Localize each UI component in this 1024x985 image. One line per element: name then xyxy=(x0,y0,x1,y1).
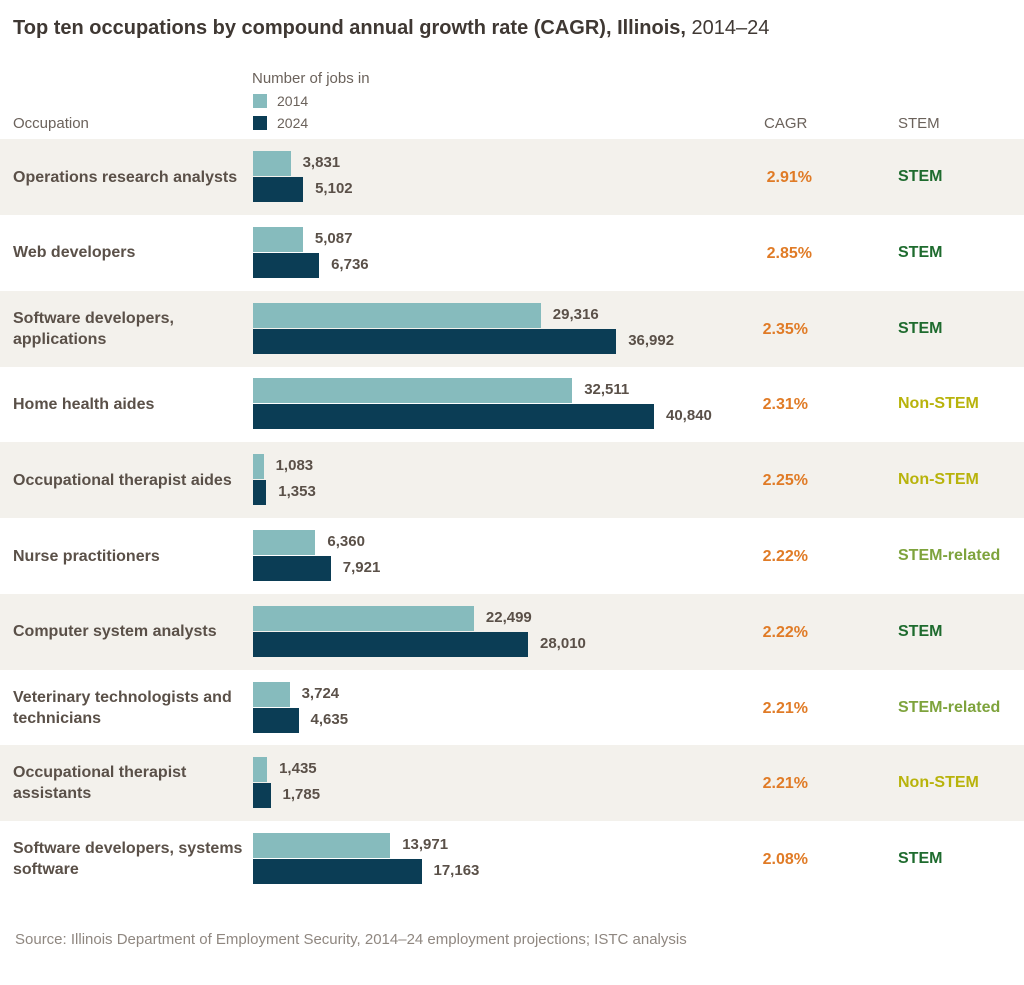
legend-swatch-2024 xyxy=(253,116,267,130)
bar-value-label-2014: 32,511 xyxy=(584,381,630,399)
bar-value-label-2024: 1,785 xyxy=(282,786,321,804)
table-row: Nurse practitioners 6,360 7,921 2.22% STEM-r… xyxy=(0,518,1024,594)
jobs-header: Number of jobs in xyxy=(252,70,370,87)
occupation-label: Software developers, applications xyxy=(13,309,174,348)
bar-value-label-2014: 1,435 xyxy=(279,760,317,778)
bar-value-label-2014: 6,360 xyxy=(327,533,365,550)
table-row: Occupational therapist assistants 1,435 1,… xyxy=(0,745,1024,822)
bar-value-label-2024: 6,736 xyxy=(331,255,369,273)
cagr-value: 2.31% xyxy=(762,396,808,414)
chart-title-main: Top ten occupations by compound annual g… xyxy=(13,17,686,39)
legend-swatch-2014 xyxy=(253,94,267,108)
chart-title-years: 2014–24 xyxy=(691,17,770,39)
bar-2024 xyxy=(253,783,271,809)
cagr-value: 2.22% xyxy=(762,623,808,641)
cagr-value: 2.21% xyxy=(762,699,808,717)
source-note: Source: Illinois Department of Employmen… xyxy=(15,931,687,948)
table-row: Occupational therapist aides 1,083 1,353 2.… xyxy=(0,442,1024,519)
bar-2014 xyxy=(253,681,290,707)
occupation-label: Web developers xyxy=(13,244,136,262)
bar-value-label-2014: 22,499 xyxy=(485,608,532,626)
cagr-value: 2.85% xyxy=(766,244,812,262)
occupation-label: Veterinary technologists and technicians xyxy=(13,688,232,727)
occupation-label: Operations research analysts xyxy=(13,168,238,186)
cagr-value: 2.22% xyxy=(762,548,808,565)
table-row: Operations research analysts 3,831 5,102 2.… xyxy=(0,139,1024,215)
bar-value-label-2014: 1,083 xyxy=(275,457,314,475)
stem-header: STEM xyxy=(898,115,940,132)
legend-label-2024: 2024 xyxy=(277,115,309,131)
occupation-label: Computer system analysts xyxy=(13,623,217,641)
cagr-value: 2.08% xyxy=(762,851,808,869)
bar-2024 xyxy=(253,404,654,430)
table-row: Software developers, systems software 13,… xyxy=(0,821,1024,897)
bar-value-label-2024: 7,921 xyxy=(342,559,381,576)
bar-2014 xyxy=(253,302,541,328)
bar-value-label-2024: 36,992 xyxy=(628,331,675,349)
stem-badge: STEM xyxy=(898,168,943,185)
occupation-label: Nurse practitioners xyxy=(13,547,160,565)
stem-badge: STEM-related xyxy=(898,547,1001,564)
stem-badge: STEM xyxy=(898,850,943,868)
cagr-value: 2.21% xyxy=(762,775,808,793)
stem-badge: STEM xyxy=(898,243,943,261)
stem-badge: Non-STEM xyxy=(898,774,979,792)
table-row: Computer system analysts 22,499 28,010 2.22… xyxy=(0,593,1024,670)
bar-2014 xyxy=(253,226,303,252)
bar-2024 xyxy=(253,556,331,581)
occupation-label: Home health aides xyxy=(13,395,155,413)
stem-badge: Non-STEM xyxy=(898,395,979,413)
bar-2014 xyxy=(253,378,573,404)
table-row: Software developers, applications 29,316 3… xyxy=(0,290,1024,367)
bar-value-label-2024: 4,635 xyxy=(310,710,349,728)
bar-value-label-2014: 5,087 xyxy=(314,229,353,247)
bar-2014 xyxy=(253,833,391,859)
bar-value-label-2024: 17,163 xyxy=(433,862,480,880)
bar-value-label-2024: 1,353 xyxy=(278,483,316,501)
table-row: Veterinary technologists and technicians… xyxy=(0,670,1024,746)
table-row: Web developers 5,087 6,736 2.85% STEM xyxy=(0,215,1024,291)
cagr-value: 2.91% xyxy=(766,169,812,186)
bar-value-label-2014: 13,971 xyxy=(402,836,449,854)
occupation-label: Occupational therapist aides xyxy=(13,471,232,489)
bar-2024 xyxy=(253,631,528,657)
bar-2024 xyxy=(253,707,299,733)
bar-2014 xyxy=(253,454,264,480)
stem-badge: STEM xyxy=(898,319,943,337)
stem-badge: Non-STEM xyxy=(898,471,979,489)
legend-label-2014: 2014 xyxy=(277,93,309,109)
occupation-label: Occupational therapist assistants xyxy=(13,764,187,803)
stem-badge: STEM xyxy=(898,622,943,640)
table-row: Home health aides 32,511 40,840 2.31% Non-ST… xyxy=(0,366,1024,442)
bar-2024 xyxy=(253,328,617,354)
cagr-value: 2.35% xyxy=(762,320,808,338)
bar-2014 xyxy=(253,605,474,631)
bar-2024 xyxy=(253,177,304,202)
cagr-header: CAGR xyxy=(764,115,808,132)
bar-value-label-2024: 28,010 xyxy=(540,634,586,652)
bar-2024 xyxy=(253,859,422,885)
bar-2014 xyxy=(253,530,316,555)
bar-2014 xyxy=(253,757,268,783)
bar-value-label-2014: 3,831 xyxy=(302,154,341,171)
bar-value-label-2024: 5,102 xyxy=(315,180,353,197)
bar-2024 xyxy=(253,252,320,278)
occupation-header: Occupation xyxy=(13,115,89,132)
cagr-value: 2.25% xyxy=(762,472,808,490)
chart-title: Top ten occupations by compound annual g… xyxy=(13,17,769,40)
bar-value-label-2024: 40,840 xyxy=(666,407,712,425)
occupation-label: Software developers, systems software xyxy=(13,840,243,879)
bar-value-label-2014: 29,316 xyxy=(552,305,599,323)
stem-badge: STEM-related xyxy=(898,698,1001,716)
bar-2014 xyxy=(253,151,291,176)
bar-value-label-2014: 3,724 xyxy=(301,684,340,702)
bar-2024 xyxy=(253,480,267,506)
